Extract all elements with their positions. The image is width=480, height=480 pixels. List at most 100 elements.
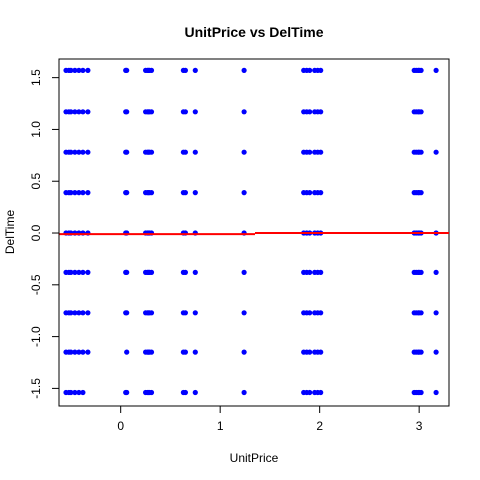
x-axis: 0 1 2 3: [117, 405, 423, 433]
data-point: [182, 109, 188, 115]
data-point: [433, 389, 439, 396]
data-point: [318, 349, 324, 355]
data-point: [148, 109, 155, 115]
data-point: [76, 269, 82, 275]
data-point: [80, 310, 86, 316]
data-point: [68, 349, 74, 355]
data-point: [241, 269, 247, 275]
data-point: [318, 190, 324, 196]
data-point: [72, 269, 78, 275]
data-point: [192, 149, 198, 155]
data-point: [192, 389, 198, 396]
points-layer: [63, 67, 439, 396]
data-point: [76, 190, 82, 196]
data-point: [85, 310, 91, 316]
data-point: [192, 269, 198, 275]
data-point: [72, 389, 78, 396]
data-point: [182, 389, 188, 396]
data-point: [318, 109, 324, 115]
data-point: [307, 109, 313, 115]
data-point: [72, 109, 78, 115]
data-point: [307, 269, 313, 275]
data-point: [318, 269, 324, 275]
data-point: [182, 349, 188, 355]
data-point: [76, 149, 82, 155]
data-point: [68, 67, 74, 73]
data-point: [148, 269, 155, 275]
data-point: [85, 109, 91, 115]
data-point: [80, 149, 86, 155]
data-point: [307, 149, 313, 155]
data-point: [80, 269, 86, 275]
data-point: [182, 149, 188, 155]
data-point: [192, 109, 198, 115]
data-point: [80, 67, 86, 73]
data-point: [241, 109, 247, 115]
data-point: [80, 190, 86, 196]
data-point: [124, 67, 130, 73]
data-point: [241, 149, 247, 155]
data-point: [307, 389, 313, 396]
data-point: [182, 269, 188, 275]
y-axis: -1.5 -1.0 -0.5 0.0 0.5 1.0 1.5: [29, 69, 60, 399]
data-point: [76, 109, 82, 115]
data-point: [148, 349, 155, 355]
data-point: [418, 109, 424, 115]
data-point: [85, 67, 91, 73]
data-point: [307, 310, 313, 316]
data-point: [124, 269, 130, 275]
data-point: [80, 349, 86, 355]
y-tick-label: 1.0: [29, 121, 43, 138]
data-point: [318, 310, 324, 316]
data-point: [85, 269, 91, 275]
data-point: [148, 149, 155, 155]
x-tick-label: 1: [217, 419, 224, 433]
chart-title: UnitPrice vs DelTime: [184, 24, 323, 40]
data-point: [76, 389, 82, 396]
data-point: [68, 269, 74, 275]
data-point: [124, 109, 130, 115]
data-point: [192, 349, 198, 355]
data-point: [85, 190, 91, 196]
data-point: [80, 389, 86, 396]
data-point: [68, 310, 74, 316]
data-point: [85, 349, 91, 355]
data-point: [124, 190, 130, 196]
data-point: [76, 349, 82, 355]
y-axis-label: DelTime: [3, 210, 17, 255]
data-point: [124, 310, 130, 316]
data-point: [241, 67, 247, 73]
data-point: [76, 310, 82, 316]
data-point: [318, 149, 324, 155]
x-axis-label: UnitPrice: [230, 451, 279, 465]
data-point: [418, 269, 424, 275]
data-point: [418, 190, 424, 196]
data-point: [241, 190, 247, 196]
data-point: [192, 190, 198, 196]
data-point: [148, 389, 155, 396]
data-point: [124, 149, 130, 155]
data-point: [68, 109, 74, 115]
data-point: [68, 389, 74, 396]
data-point: [72, 349, 78, 355]
data-point: [182, 190, 188, 196]
data-point: [148, 67, 155, 73]
data-point: [182, 67, 188, 73]
data-point: [148, 190, 155, 196]
data-point: [148, 310, 155, 316]
data-point: [68, 190, 74, 196]
data-point: [433, 269, 439, 275]
data-point: [418, 67, 424, 73]
data-point: [68, 149, 74, 155]
data-point: [307, 67, 313, 73]
data-point: [318, 389, 324, 396]
x-tick-label: 0: [117, 419, 124, 433]
data-point: [433, 349, 439, 355]
regression-line-layer: [59, 232, 449, 236]
data-point: [76, 67, 82, 73]
data-point: [72, 67, 78, 73]
data-point: [418, 349, 424, 355]
data-point: [182, 310, 188, 316]
data-point: [241, 389, 247, 396]
data-point: [433, 310, 439, 316]
